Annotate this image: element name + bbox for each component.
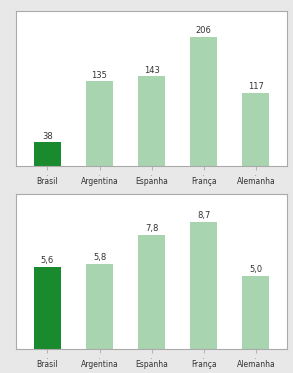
Bar bbox=[34, 142, 61, 166]
Text: Argentina: Argentina bbox=[81, 360, 118, 369]
Text: 206: 206 bbox=[196, 26, 212, 35]
Text: Alemanha: Alemanha bbox=[236, 177, 275, 186]
Bar bbox=[190, 37, 217, 166]
Bar bbox=[86, 81, 113, 166]
Bar bbox=[242, 93, 270, 166]
Text: Brasil: Brasil bbox=[37, 360, 58, 369]
Text: Espanha: Espanha bbox=[135, 360, 168, 369]
Text: 8,7: 8,7 bbox=[197, 211, 210, 220]
Text: 135: 135 bbox=[92, 71, 108, 80]
Text: 38: 38 bbox=[42, 132, 53, 141]
Text: França: França bbox=[191, 177, 217, 186]
Text: 5,0: 5,0 bbox=[249, 265, 263, 274]
Text: Espanha: Espanha bbox=[135, 177, 168, 186]
Text: Argentina: Argentina bbox=[81, 177, 118, 186]
Text: 117: 117 bbox=[248, 82, 264, 91]
Bar bbox=[242, 276, 270, 349]
Text: França: França bbox=[191, 360, 217, 369]
Text: Brasil: Brasil bbox=[37, 177, 58, 186]
Bar bbox=[190, 222, 217, 349]
Text: 7,8: 7,8 bbox=[145, 224, 158, 233]
Bar bbox=[34, 267, 61, 349]
Text: Alemanha: Alemanha bbox=[236, 360, 275, 369]
Text: 5,8: 5,8 bbox=[93, 253, 106, 262]
Text: 143: 143 bbox=[144, 66, 160, 75]
Text: 5,6: 5,6 bbox=[41, 256, 54, 265]
Bar bbox=[86, 264, 113, 349]
Bar bbox=[138, 76, 165, 166]
Bar bbox=[138, 235, 165, 349]
